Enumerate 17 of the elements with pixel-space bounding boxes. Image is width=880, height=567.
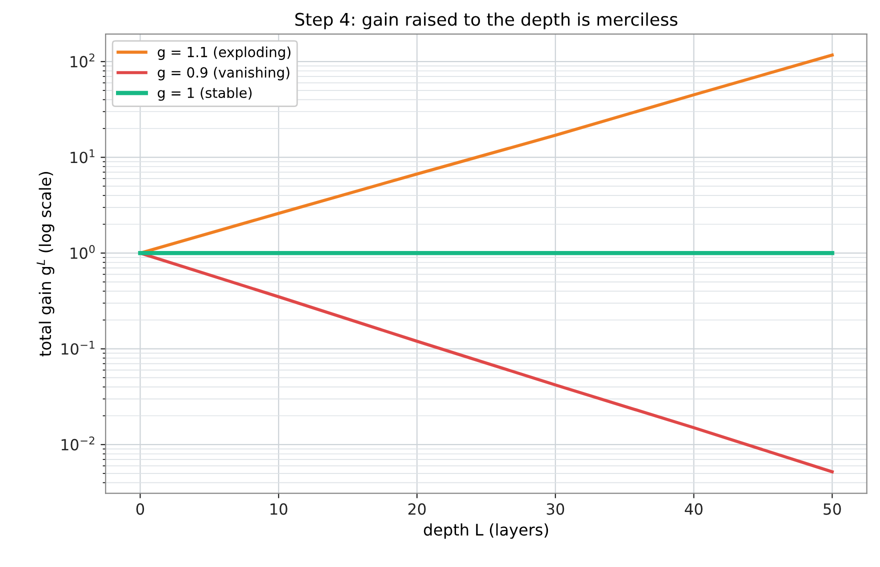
x-tick-label: 20 (408, 503, 426, 515)
x-tick-label: 10 (270, 503, 288, 515)
chart-title: Step 4: gain raised to the depth is merciless (295, 12, 678, 30)
legend-label: g = 1 (stable) (158, 87, 252, 101)
x-tick-label: 40 (684, 503, 703, 515)
x-tick-label: 0 (136, 503, 144, 515)
y-tick-label: 10$^{1}$ (70, 149, 94, 164)
y-tick-label: 10$^{−2}$ (62, 436, 94, 450)
x-axis-title: depth L (layers) (424, 523, 548, 539)
legend-label: g = 1.1 (exploding) (158, 46, 290, 60)
x-tick-label: 50 (824, 503, 841, 515)
x-tick-label: 30 (546, 503, 564, 515)
legend-label: g = 0.9 (vanishing) (158, 66, 290, 80)
y-tick-label: 10$^{0}$ (70, 244, 95, 259)
y-tick-label: 10$^{2}$ (70, 53, 94, 68)
y-axis-title: total gain g$^{L}$ (log scale) (36, 172, 54, 356)
y-tick-label: 10$^{−1}$ (62, 340, 94, 355)
